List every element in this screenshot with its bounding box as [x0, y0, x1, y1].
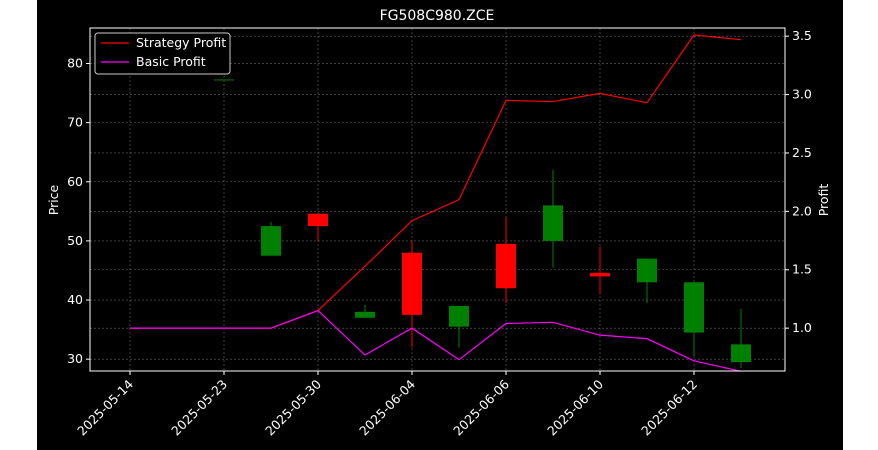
- left-tick-label-50: 50: [67, 233, 83, 248]
- candle-body-11: [731, 344, 751, 363]
- candle-body-5: [449, 305, 469, 327]
- figure-background: [37, 0, 843, 450]
- plot-frame: [89, 27, 786, 372]
- right-axis-label: Profit: [816, 184, 831, 217]
- candle-body-6: [496, 243, 516, 289]
- candle-body-2: [308, 213, 328, 227]
- candlesticks: [214, 79, 751, 369]
- candle-body-0: [214, 79, 234, 81]
- legend: Strategy Profit Basic Profit: [94, 32, 231, 75]
- legend-strategy-label: Strategy Profit: [136, 35, 226, 50]
- chart-title: FG508C980.ZCE: [380, 8, 495, 24]
- candle-body-7: [543, 205, 563, 241]
- candle-body-1: [261, 226, 281, 256]
- left-axis: 30 40 50 60 70 80: [67, 55, 90, 366]
- right-axis: 1.0 1.5 2.0 2.5 3.0 3.5: [785, 28, 812, 335]
- left-axis-label: Price: [46, 184, 61, 215]
- right-tick-label-3: 2.5: [792, 145, 812, 160]
- left-tick-label-40: 40: [67, 292, 83, 307]
- left-tick-label-80: 80: [67, 55, 83, 70]
- candle-body-8: [590, 272, 610, 277]
- right-tick-label-1: 1.5: [792, 262, 812, 277]
- right-tick-label-5: 3.5: [792, 28, 812, 43]
- candle-body-4: [402, 252, 422, 315]
- profit-lines: [130, 34, 742, 372]
- basic-profit-line: [130, 309, 742, 372]
- right-tick-label-4: 3.0: [792, 87, 812, 102]
- left-tick-label-60: 60: [67, 174, 83, 189]
- right-tick-label-0: 1.0: [792, 320, 812, 335]
- candle-body-3: [355, 311, 375, 318]
- candle-body-10: [684, 282, 704, 333]
- left-tick-label-30: 30: [67, 351, 83, 366]
- right-tick-label-2: 2.0: [792, 203, 812, 218]
- legend-basic-label: Basic Profit: [136, 54, 206, 69]
- candle-body-9: [637, 258, 657, 283]
- left-tick-label-70: 70: [67, 115, 83, 130]
